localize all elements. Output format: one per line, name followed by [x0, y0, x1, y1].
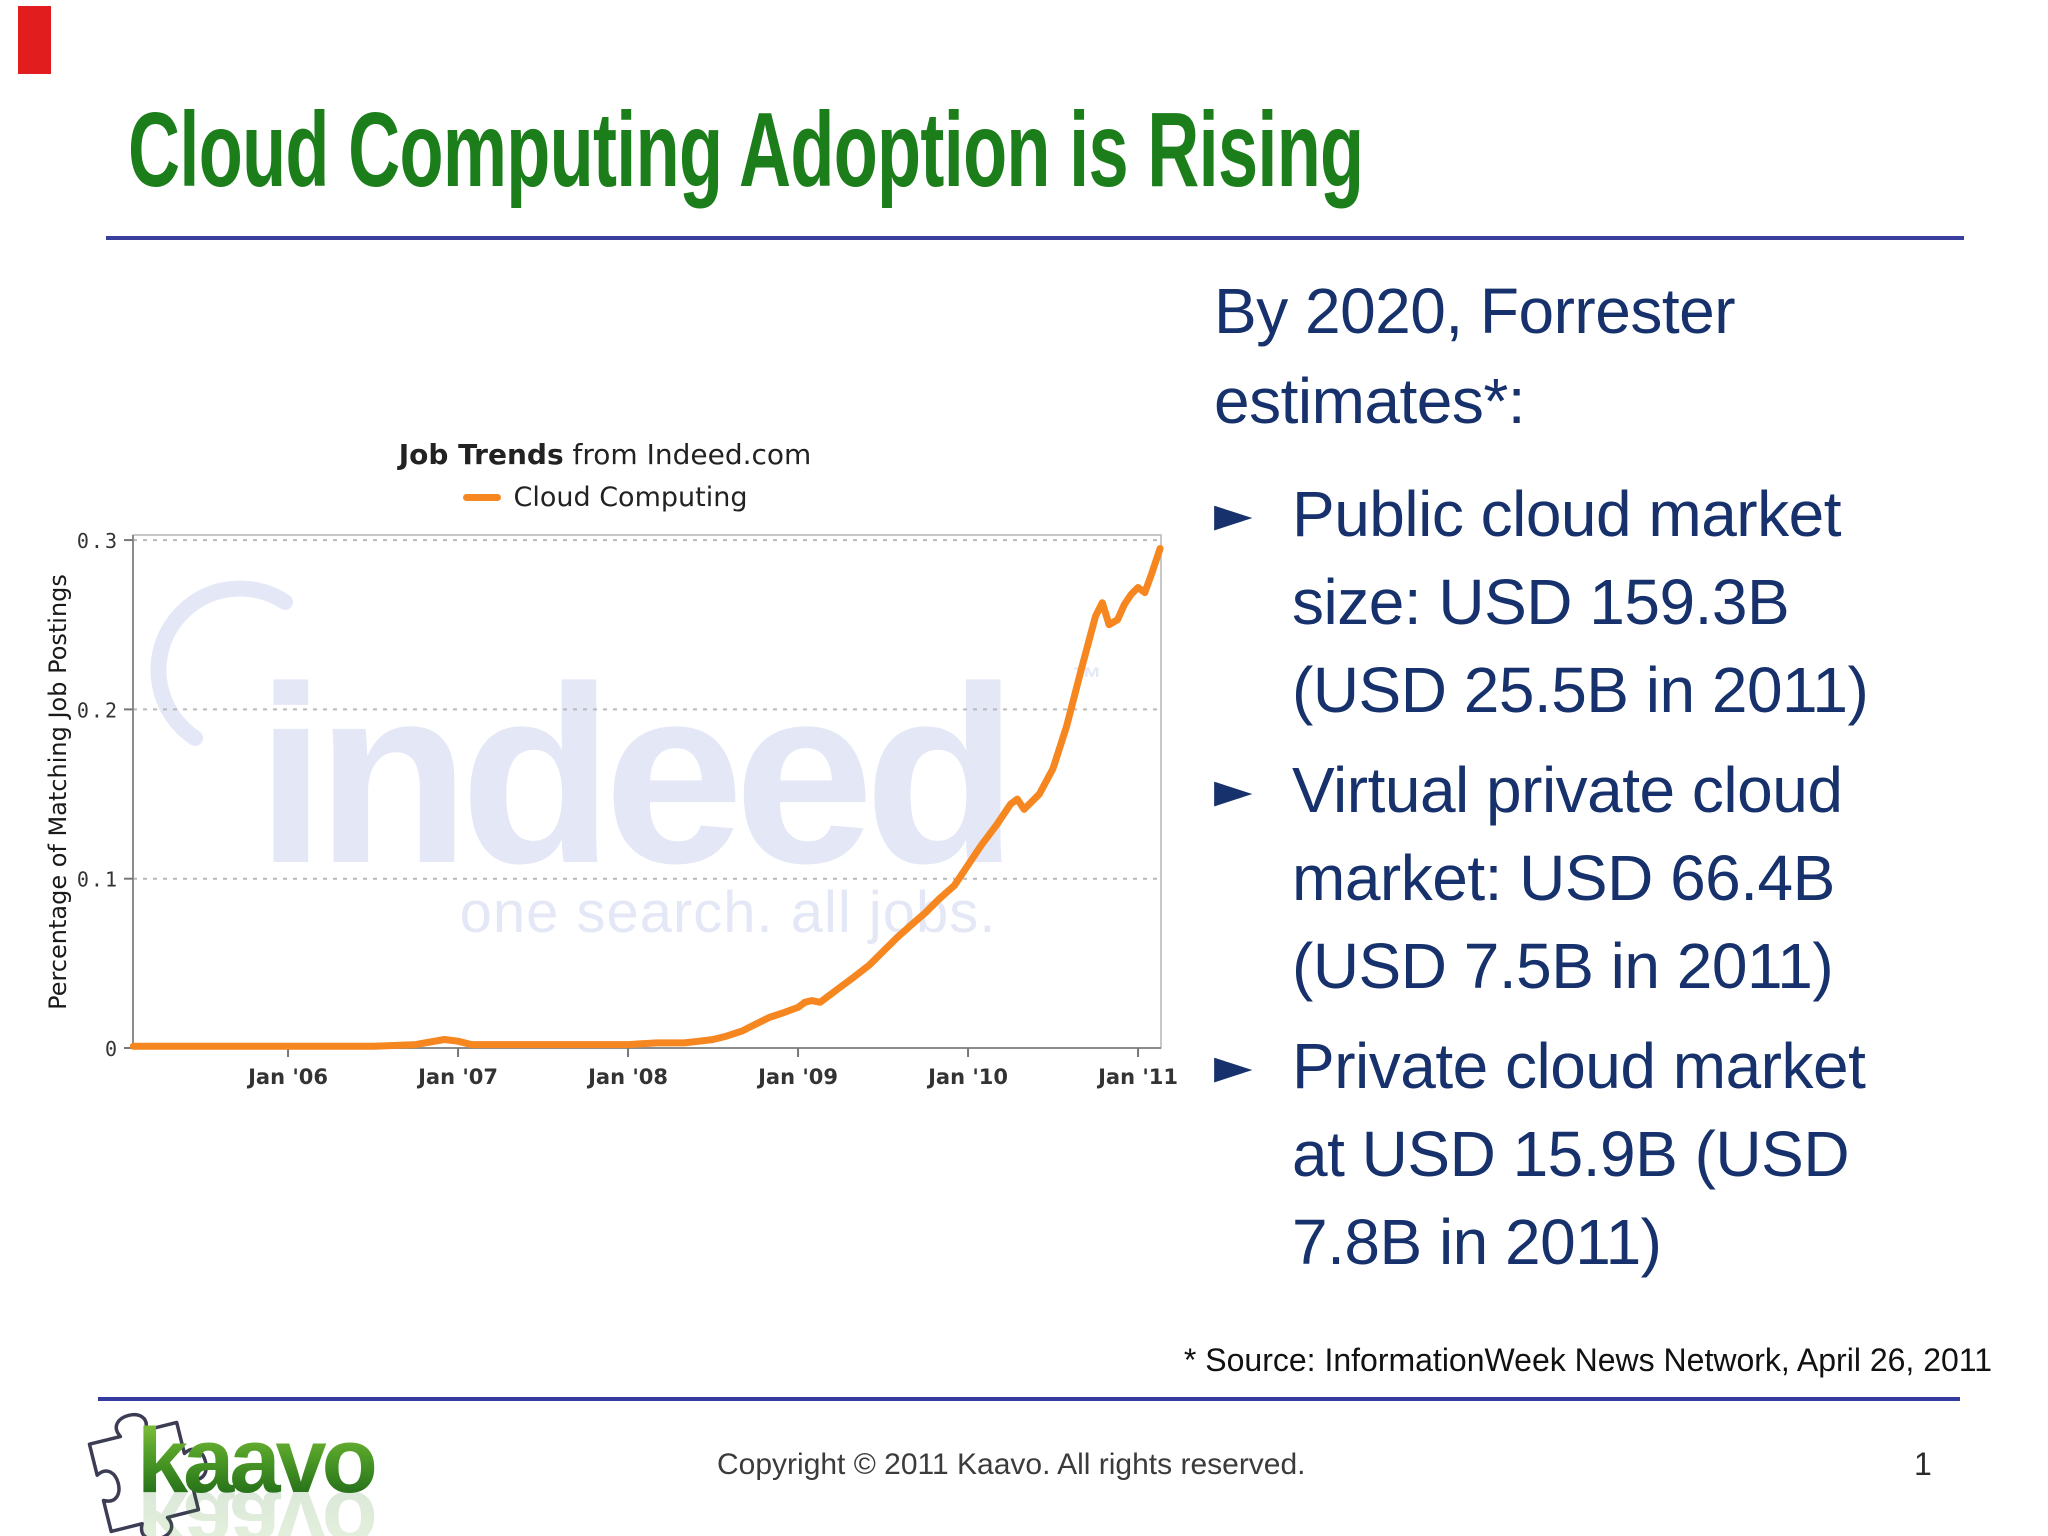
indeed-watermark: indeed	[256, 635, 1008, 916]
estimates-bullet-list: ► Public cloud market size: USD 159.3B (…	[1214, 470, 2014, 1286]
puzzle-piece-icon	[87, 1413, 208, 1536]
bullet-triangle-icon: ►	[1214, 1037, 1253, 1095]
list-item: ► Private cloud market at USD 15.9B (USD…	[1214, 1022, 2014, 1286]
bullet-text-public-cloud: Public cloud market size: USD 159.3B (US…	[1292, 478, 1869, 726]
legend-label: Cloud Computing	[513, 482, 748, 513]
kaavo-logo: kaavo kaavo	[87, 1410, 380, 1536]
x-tick-label: Jan '09	[756, 1065, 838, 1089]
y-tick-label: 0.3	[77, 529, 119, 553]
x-tick-label: Jan '06	[246, 1065, 328, 1089]
list-item: ► Public cloud market size: USD 159.3B (…	[1214, 470, 2014, 734]
source-note: * Source: InformationWeek News Network, …	[1183, 1342, 1992, 1378]
chart-legend: Cloud Computing	[130, 482, 1080, 513]
job-trends-chart: Job Trends from Indeed.com Cloud Computi…	[0, 436, 1210, 1100]
y-tick-label: 0	[105, 1037, 119, 1061]
legend-line-swatch	[462, 494, 501, 501]
logo-wordmark-reflection: kaavo	[137, 1472, 375, 1536]
chart-title-bold: Job Trends	[398, 438, 564, 471]
bullet-text-private-cloud: Private cloud market at USD 15.9B (USD 7…	[1292, 1030, 1866, 1278]
forrester-estimates-panel: By 2020, Forrester estimates*: ► Public …	[1214, 266, 2014, 1298]
x-tick-label: Jan '10	[926, 1065, 1008, 1089]
estimates-heading: By 2020, Forrester estimates*:	[1214, 275, 1736, 437]
watermark-tagline: one search. all jobs.	[460, 880, 997, 945]
title-divider	[106, 236, 1964, 240]
page-title: Cloud Computing Adoption is Rising	[128, 91, 1364, 209]
x-tick-label: Jan '08	[586, 1065, 668, 1089]
x-tick-label: Jan '11	[1096, 1065, 1178, 1089]
list-item: ► Virtual private cloud market: USD 66.4…	[1214, 746, 2014, 1010]
y-tick-label: 0.2	[77, 698, 119, 722]
x-tick-label: Jan '07	[416, 1065, 498, 1089]
y-tick-label: 0.1	[77, 868, 119, 892]
watermark-arc-icon	[150, 580, 293, 746]
bullet-text-virtual-private-cloud: Virtual private cloud market: USD 66.4B …	[1292, 754, 1843, 1002]
cloud-computing-series-line	[129, 545, 1164, 1050]
y-axis-title: Percentage of Matching Job Postings	[44, 574, 72, 1010]
copyright-text: Copyright © 2011 Kaavo. All rights reser…	[717, 1448, 1306, 1481]
page-number: 1	[1914, 1446, 1932, 1482]
chart-title-suffix: from Indeed.com	[563, 438, 812, 471]
bullet-triangle-icon: ►	[1214, 761, 1253, 819]
bullet-triangle-icon: ►	[1214, 485, 1253, 543]
logo-wordmark: kaavo	[137, 1410, 375, 1512]
chart-title: Job Trends from Indeed.com	[130, 438, 1080, 471]
red-accent-marker	[18, 6, 51, 74]
footer-divider	[98, 1397, 1960, 1401]
